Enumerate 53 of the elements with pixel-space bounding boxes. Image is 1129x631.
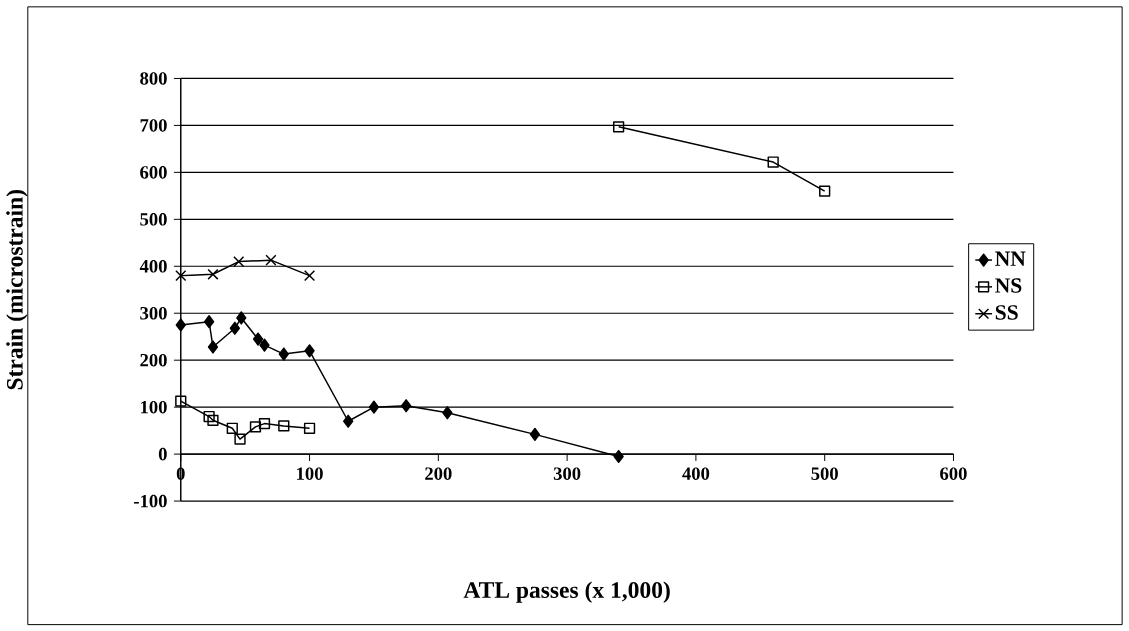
point xyxy=(529,427,541,441)
point xyxy=(303,269,316,282)
point xyxy=(612,120,625,133)
point xyxy=(368,400,380,414)
point xyxy=(175,269,187,282)
point xyxy=(303,422,316,434)
point xyxy=(442,405,453,420)
y-tick-label: 700 xyxy=(140,118,167,132)
x-tick-label: 300 xyxy=(553,467,581,480)
point xyxy=(258,417,271,429)
x-tick-label: 500 xyxy=(811,467,838,480)
point xyxy=(175,318,186,332)
y-axis-title: Strain (microstrain) xyxy=(6,189,28,390)
point xyxy=(278,420,290,432)
point xyxy=(175,395,187,407)
point xyxy=(819,185,831,197)
y-tick-label: 300 xyxy=(140,306,167,320)
point xyxy=(234,433,246,445)
x-tick-label: 400 xyxy=(682,467,710,480)
point xyxy=(400,398,412,413)
x-tick-label: 200 xyxy=(425,467,452,480)
y-tick-label: 400 xyxy=(139,259,167,273)
x-axis-title: ATL passes (x 1,000) xyxy=(463,581,670,603)
legend-label: NN xyxy=(995,251,1026,266)
point xyxy=(249,421,262,433)
point xyxy=(226,422,238,434)
point xyxy=(207,414,219,426)
x-tick-label: 600 xyxy=(940,467,967,480)
point xyxy=(233,255,245,267)
legend-label: NS xyxy=(995,278,1022,293)
point xyxy=(252,332,264,346)
point xyxy=(259,338,270,352)
point xyxy=(236,311,247,325)
point xyxy=(203,410,215,422)
point xyxy=(767,156,779,168)
point xyxy=(203,314,215,329)
y-tick-label: 200 xyxy=(140,353,167,367)
y-tick-label: 0 xyxy=(158,447,167,461)
point xyxy=(207,268,219,280)
legend-label: SS xyxy=(995,304,1018,320)
point xyxy=(278,347,289,361)
point xyxy=(229,321,241,335)
point xyxy=(265,254,277,266)
y-tick-label: 800 xyxy=(140,71,167,85)
y-tick-label: 600 xyxy=(140,165,167,179)
y-tick-label: -100 xyxy=(134,494,167,508)
x-tick-label: 100 xyxy=(297,467,323,480)
point xyxy=(207,340,219,354)
y-tick-label: 100 xyxy=(141,400,167,414)
point xyxy=(343,414,354,428)
point xyxy=(613,449,624,463)
point xyxy=(304,343,315,358)
y-tick-label: 500 xyxy=(140,212,167,226)
